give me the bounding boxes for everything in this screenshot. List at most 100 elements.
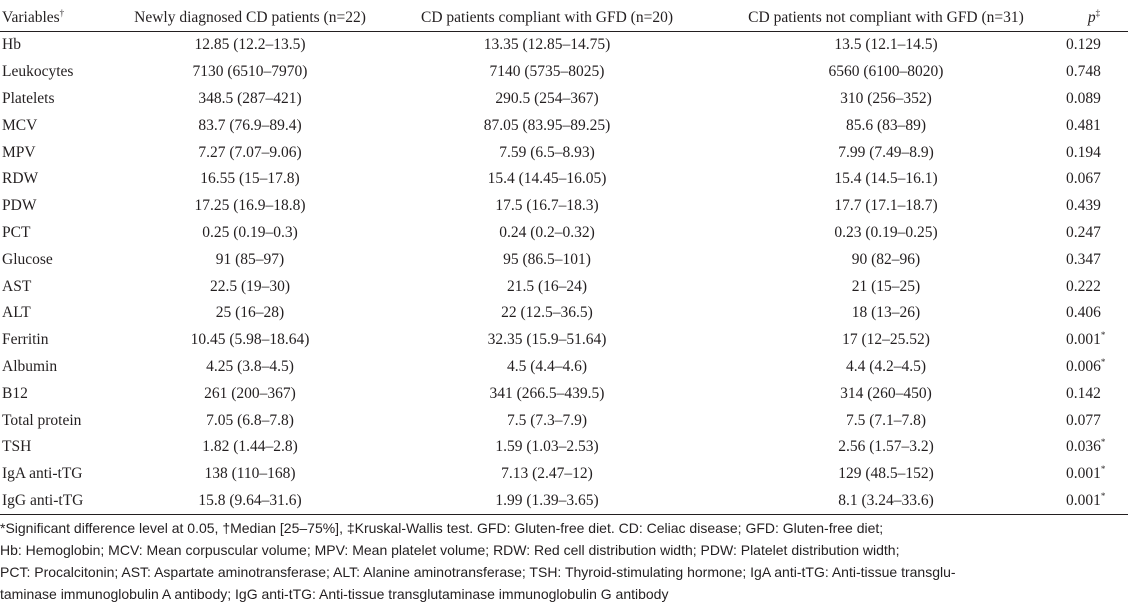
p-value: 0.067: [1066, 170, 1101, 188]
newly-diagnosed-cell: 7130 (6510–7970): [192, 63, 308, 81]
p-value: 0.222: [1066, 277, 1101, 295]
header-row: Variables† Newly diagnosed CD patients (…: [0, 4, 1128, 32]
table-row: AST 22.5 (19–30) 21.5 (16–24) 21 (15–25) 0.2…: [0, 273, 1128, 300]
header-p: p‡: [1060, 4, 1128, 32]
variable-cell: PCT: [2, 223, 31, 241]
table-row: Total protein 7.05 (6.8–7.8) 7.5 (7.3–7.9)…: [0, 407, 1128, 434]
table-row: PDW 17.25 (16.9–18.8) 17.5 (16.7–18.3) 17.7…: [0, 193, 1128, 220]
compliant-cell: 7.59 (6.5–8.93): [499, 143, 595, 161]
header-variables-label: Variables: [2, 8, 60, 26]
newly-diagnosed-cell: 348.5 (287–421): [198, 89, 302, 107]
variable-cell: Glucose: [2, 250, 53, 268]
compliant-cell: 95 (86.5–101): [503, 250, 591, 268]
newly-diagnosed-cell: 16.55 (15–17.8): [200, 170, 300, 188]
variable-cell: AST: [2, 277, 32, 295]
p-value: 0.089: [1066, 89, 1101, 107]
table-row: Ferritin 10.45 (5.98–18.64) 32.35 (15.9–51…: [0, 327, 1128, 354]
newly-diagnosed-cell: 83.7 (76.9–89.4): [198, 116, 302, 134]
not-compliant-cell: 2.56 (1.57–3.2): [838, 438, 934, 456]
p-value-cell: 0.142: [1060, 380, 1128, 407]
p-value: 0.439: [1066, 197, 1101, 215]
table-row: ALT 25 (16–28) 22 (12.5–36.5) 18 (13–26) 0.4…: [0, 300, 1128, 327]
p-value-cell: 0.006*: [1060, 354, 1128, 381]
table-row: PCT 0.25 (0.19–0.3) 0.24 (0.2–0.32) 0.23 (0…: [0, 220, 1128, 247]
table-footnote: *Significant difference level at 0.05, †…: [0, 517, 1126, 605]
p-value: 0.247: [1066, 223, 1101, 241]
table-body: Hb 12.85 (12.2–13.5) 13.35 (12.85–14.75) 13…: [0, 32, 1128, 516]
footnote-line: Hb: Hemoglobin; MCV: Mean corpuscular vo…: [0, 542, 900, 558]
newly-diagnosed-cell: 261 (200–367): [204, 384, 296, 402]
compliant-cell: 290.5 (254–367): [495, 89, 599, 107]
p-value-cell: 0.406: [1060, 300, 1128, 327]
newly-diagnosed-cell: 0.25 (0.19–0.3): [202, 223, 298, 241]
p-value-cell: 0.089: [1060, 86, 1128, 113]
table-row: MCV 83.7 (76.9–89.4) 87.05 (83.95–89.25) 85…: [0, 112, 1128, 139]
not-compliant-cell: 0.23 (0.19–0.25): [834, 223, 938, 241]
not-compliant-cell: 310 (256–352): [840, 89, 932, 107]
table-row: Hb 12.85 (12.2–13.5) 13.35 (12.85–14.75) 13…: [0, 32, 1128, 59]
header-p-label: p: [1087, 8, 1096, 26]
newly-diagnosed-cell: 10.45 (5.98–18.64): [190, 331, 310, 349]
table-row: B12 261 (200–367) 341 (266.5–439.5) 314 (26…: [0, 380, 1128, 407]
not-compliant-cell: 17.7 (17.1–18.7): [834, 197, 938, 215]
p-value: 0.006: [1066, 357, 1101, 375]
variable-cell: MPV: [2, 143, 36, 161]
variable-cell: IgG anti-tTG: [0, 487, 118, 516]
variable-cell: Platelets: [2, 89, 55, 107]
not-compliant-cell: 85.6 (83–89): [845, 116, 927, 134]
table-row: IgG anti-tTG 15.8 (9.64–31.6) 1.99 (1.39–3…: [0, 487, 1128, 516]
compliant-cell: 13.35 (12.85–14.75): [483, 36, 611, 54]
footnote-line: taminase immunoglobulin A antibody; IgG …: [0, 586, 669, 602]
p-value: 0.129: [1066, 36, 1101, 54]
compliant-cell: 341 (266.5–439.5): [489, 384, 605, 402]
p-value-cell: 0.129: [1060, 32, 1128, 59]
p-value-cell: 0.439: [1060, 193, 1128, 220]
not-compliant-cell: 7.99 (7.49–8.9): [838, 143, 934, 161]
p-value-cell: 0.481: [1060, 112, 1128, 139]
compliant-cell: 1.59 (1.03–2.53): [495, 438, 599, 456]
p-value-cell: 0.222: [1060, 273, 1128, 300]
p-value-cell: 0.347: [1060, 246, 1128, 273]
p-value: 0.001: [1066, 465, 1101, 483]
header-not-compliant: CD patients not compliant with GFD (n=31…: [712, 4, 1060, 32]
p-value: 0.481: [1066, 116, 1101, 134]
p-value: 0.748: [1066, 63, 1101, 81]
variable-cell: B12: [2, 384, 28, 402]
compliant-cell: 17.5 (16.7–18.3): [495, 197, 599, 215]
variable-cell: IgA anti-tTG: [2, 465, 83, 483]
table-row: RDW 16.55 (15–17.8) 15.4 (14.45–16.05) 15.4…: [0, 166, 1128, 193]
newly-diagnosed-cell: 15.8 (9.64–31.6): [118, 487, 382, 516]
not-compliant-cell: 17 (12–25.52): [842, 331, 930, 349]
compliant-cell: 32.35 (15.9–51.64): [487, 331, 607, 349]
variable-cell: Leukocytes: [2, 63, 74, 81]
compliant-cell: 22 (12.5–36.5): [501, 304, 593, 322]
not-compliant-cell: 7.5 (7.1–7.8): [845, 411, 927, 429]
newly-diagnosed-cell: 138 (110–168): [204, 465, 296, 483]
data-table: Variables† Newly diagnosed CD patients (…: [0, 4, 1128, 516]
p-value: 0.142: [1066, 384, 1101, 402]
table-row: Leukocytes 7130 (6510–7970) 7140 (5735–802…: [0, 59, 1128, 86]
newly-diagnosed-cell: 25 (16–28): [215, 304, 285, 322]
compliant-cell: 0.24 (0.2–0.32): [499, 223, 595, 241]
p-value-cell: 0.067: [1060, 166, 1128, 193]
compliant-cell: 7.13 (2.47–12): [501, 465, 593, 483]
not-compliant-cell: 8.1 (3.24–33.6): [712, 487, 1060, 516]
table-row: Platelets 348.5 (287–421) 290.5 (254–367) 3…: [0, 86, 1128, 113]
compliant-cell: 21.5 (16–24): [506, 277, 588, 295]
p-value: 0.077: [1066, 411, 1101, 429]
newly-diagnosed-cell: 91 (85–97): [215, 250, 285, 268]
newly-diagnosed-cell: 22.5 (19–30): [209, 277, 291, 295]
not-compliant-cell: 18 (13–26): [851, 304, 921, 322]
table-row: MPV 7.27 (7.07–9.06) 7.59 (6.5–8.93) 7.99 (…: [0, 139, 1128, 166]
compliant-cell: 1.99 (1.39–3.65): [382, 487, 712, 516]
p-value: 0.001: [1066, 331, 1101, 349]
newly-diagnosed-cell: 12.85 (12.2–13.5): [194, 36, 306, 54]
header-newly-diagnosed: Newly diagnosed CD patients (n=22): [118, 4, 382, 32]
p-value: 0.347: [1066, 250, 1101, 268]
compliant-cell: 7.5 (7.3–7.9): [506, 411, 588, 429]
variable-cell: TSH: [2, 438, 32, 456]
variable-cell: PDW: [2, 197, 37, 215]
table-row: Albumin 4.25 (3.8–4.5) 4.5 (4.4–4.6) 4.4 (4…: [0, 354, 1128, 381]
table-row: Glucose 91 (85–97) 95 (86.5–101) 90 (82–96)…: [0, 246, 1128, 273]
